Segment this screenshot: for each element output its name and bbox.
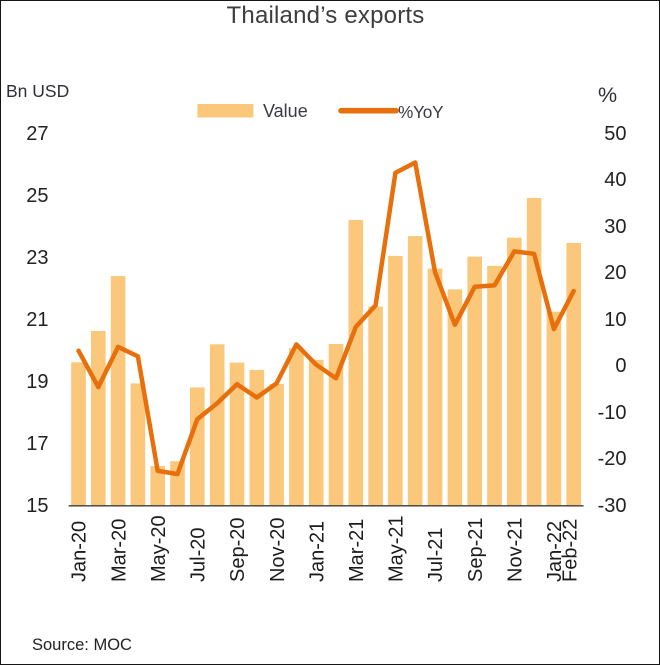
svg-text:May-21: May-21 — [386, 515, 408, 582]
svg-text:Mar-20: Mar-20 — [108, 519, 130, 582]
svg-text:Jan-20: Jan-20 — [69, 521, 91, 582]
svg-text:Sep-21: Sep-21 — [465, 518, 487, 583]
svg-text:Jul-20: Jul-20 — [188, 528, 210, 582]
svg-text:Jul-21: Jul-21 — [425, 528, 447, 582]
svg-text:Nov-21: Nov-21 — [505, 518, 527, 582]
svg-text:Jan-22: Jan-22 — [544, 521, 566, 582]
svg-text:Mar-21: Mar-21 — [346, 519, 368, 582]
svg-text:May-20: May-20 — [148, 515, 170, 582]
svg-text:Sep-20: Sep-20 — [227, 518, 249, 583]
svg-text:Jan-21: Jan-21 — [306, 521, 328, 582]
svg-text:Nov-20: Nov-20 — [267, 518, 289, 582]
svg-text:Feb-22: Feb-22 — [559, 519, 581, 582]
